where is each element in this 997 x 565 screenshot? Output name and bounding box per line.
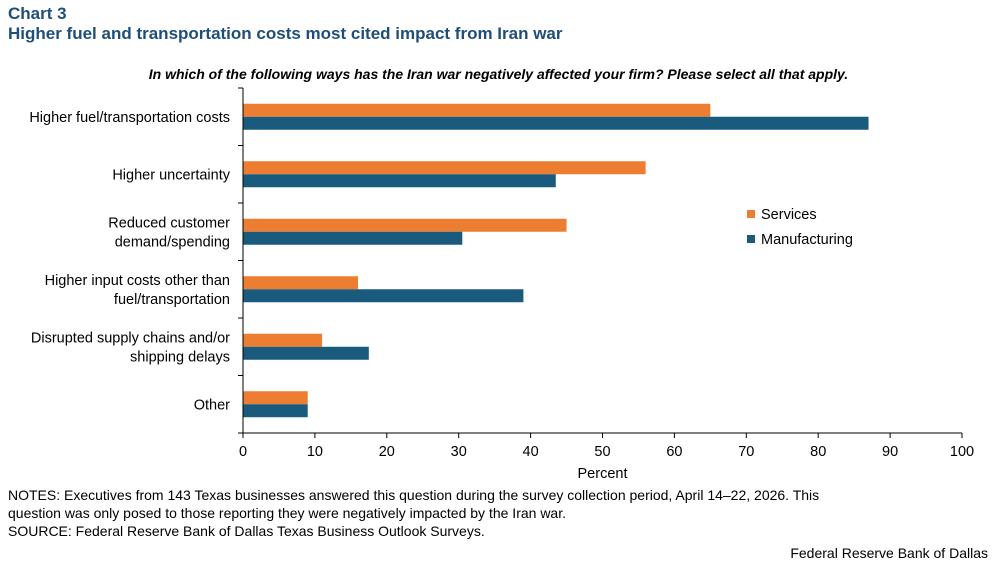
bar-manufacturing-4	[243, 346, 369, 360]
survey-question: In which of the following ways has the I…	[148, 66, 849, 82]
bar-services-1	[243, 161, 646, 175]
bar-manufacturing-0	[243, 116, 869, 130]
legend-swatch-services	[747, 210, 755, 218]
bar-services-2	[243, 218, 567, 232]
chart-label: Chart 3	[8, 4, 67, 23]
x-tick-label-60: 60	[666, 444, 682, 460]
category-label-1: Higher uncertainty	[112, 167, 230, 183]
category-label-2-line-1: demand/spending	[115, 234, 230, 250]
x-tick-label-0: 0	[239, 444, 247, 460]
x-tick-label-100: 100	[950, 444, 974, 460]
category-label-0: Higher fuel/transportation costs	[29, 110, 230, 126]
x-tick-label-40: 40	[523, 444, 539, 460]
bar-services-0	[243, 103, 711, 117]
source-line: SOURCE: Federal Reserve Bank of Dallas T…	[8, 523, 485, 539]
x-tick-label-80: 80	[810, 444, 826, 460]
legend-label-manufacturing: Manufacturing	[761, 232, 853, 248]
x-tick-label-10: 10	[307, 444, 323, 460]
category-label-5: Other	[194, 397, 230, 413]
category-label-4-line-1: shipping delays	[130, 349, 230, 365]
bar-manufacturing-3	[243, 289, 524, 303]
x-tick-label-90: 90	[882, 444, 898, 460]
category-label-3-line-1: fuel/transportation	[114, 292, 230, 308]
bar-services-3	[243, 276, 359, 290]
x-tick-label-70: 70	[738, 444, 754, 460]
chart-title: Higher fuel and transportation costs mos…	[8, 24, 563, 43]
notes: NOTES: Executives from 143 Texas busines…	[8, 486, 993, 540]
bar-manufacturing-2	[243, 231, 463, 245]
x-axis-title: Percent	[578, 466, 628, 482]
bar-services-4	[243, 333, 323, 347]
bar-manufacturing-5	[243, 404, 308, 418]
x-tick-label-20: 20	[379, 444, 395, 460]
category-label-3-line-0: Higher input costs other than	[45, 273, 230, 289]
bar-services-5	[243, 391, 308, 405]
notes-line-2: question was only posed to those reporti…	[8, 505, 566, 521]
category-label-2-line-0: Reduced customer	[108, 215, 230, 231]
notes-line-1: NOTES: Executives from 143 Texas busines…	[8, 487, 820, 503]
credit-line: Federal Reserve Bank of Dallas	[790, 545, 988, 561]
legend-swatch-manufacturing	[747, 235, 755, 243]
bar-manufacturing-1	[243, 174, 556, 188]
category-label-4-line-0: Disrupted supply chains and/or	[31, 330, 230, 346]
x-tick-label-30: 30	[451, 444, 467, 460]
x-tick-label-50: 50	[594, 444, 610, 460]
legend-label-services: Services	[761, 207, 817, 223]
